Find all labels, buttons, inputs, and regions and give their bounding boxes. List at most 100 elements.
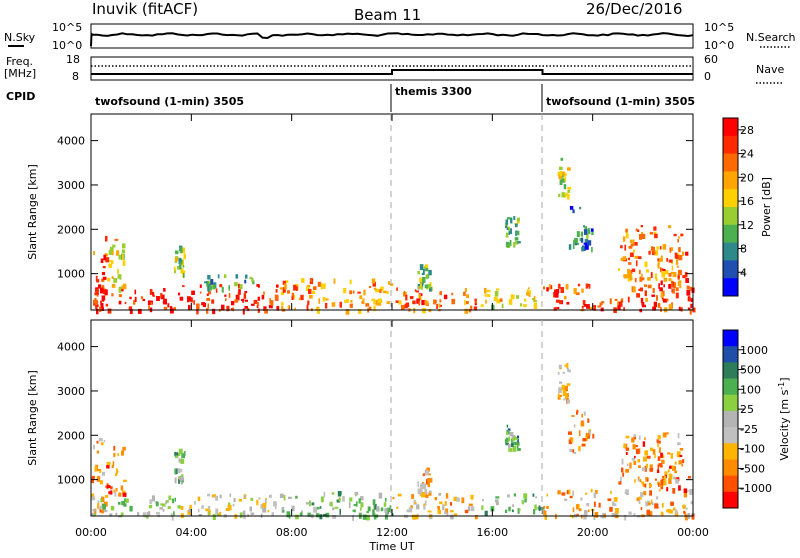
data-cell <box>274 294 279 301</box>
data-cell <box>339 301 342 308</box>
data-cell <box>174 497 176 502</box>
data-cell <box>122 283 127 290</box>
data-cell <box>313 506 317 513</box>
data-cell <box>212 514 216 520</box>
data-cell <box>654 503 658 509</box>
data-cell <box>149 499 152 504</box>
data-cell <box>582 300 586 305</box>
data-cell <box>279 493 284 499</box>
data-cell <box>559 171 563 177</box>
data-cell <box>516 442 519 449</box>
data-cell <box>629 462 632 469</box>
data-cell <box>544 514 548 520</box>
data-cell <box>228 285 230 291</box>
data-cell <box>264 309 268 314</box>
data-cell <box>581 413 583 418</box>
data-cell <box>660 484 664 490</box>
data-cell <box>338 497 341 502</box>
data-cell <box>371 298 374 302</box>
data-cell <box>118 286 122 293</box>
data-cell <box>190 297 193 303</box>
data-cell <box>668 304 673 310</box>
power-colorbar: 4 8 12 16 20 24 28 Power [dB] <box>722 117 773 297</box>
data-cell <box>414 289 417 292</box>
data-cell <box>396 287 398 291</box>
data-cell <box>226 305 230 312</box>
data-cell <box>657 435 661 440</box>
data-cell <box>517 241 521 244</box>
data-cell <box>100 505 105 509</box>
data-cell <box>215 495 219 501</box>
data-cell <box>284 287 286 293</box>
y-tick-label: 1000 <box>57 474 85 487</box>
data-cell <box>134 296 137 302</box>
data-cell <box>484 510 488 517</box>
colorbar-tick-label: 8 <box>740 243 747 256</box>
data-cell <box>113 445 116 451</box>
velocity-heatmap-panel: 1000 2000 3000 4000 00:00 04:00 08:00 12:00 16:… <box>26 319 709 553</box>
data-cell <box>424 284 428 288</box>
data-cell <box>156 512 160 515</box>
data-cell <box>678 485 681 491</box>
x-tick-label: 12:00 <box>376 526 408 539</box>
data-cell <box>117 274 122 279</box>
data-cell <box>658 260 660 264</box>
data-cell <box>250 512 255 515</box>
data-cell <box>679 448 684 451</box>
data-cell <box>649 231 654 235</box>
data-cell <box>670 453 673 459</box>
data-cell <box>120 485 124 491</box>
colorbar-tick-label: -500 <box>740 462 765 475</box>
data-cell <box>557 490 561 495</box>
data-cell <box>509 432 514 437</box>
data-cell <box>363 289 366 296</box>
data-cell <box>609 298 612 305</box>
data-cell <box>296 286 298 291</box>
data-cell <box>593 304 596 311</box>
data-cell <box>654 453 656 459</box>
data-cell <box>198 514 203 517</box>
data-cell <box>233 498 236 503</box>
data-cell <box>584 238 589 243</box>
data-cell <box>507 494 510 498</box>
data-cell <box>421 300 425 306</box>
data-cell <box>101 509 105 514</box>
data-cell <box>482 499 484 502</box>
data-cell <box>173 266 176 271</box>
data-cell <box>306 284 311 288</box>
data-cell <box>416 298 421 304</box>
data-cell <box>330 501 333 507</box>
data-cell <box>212 284 216 290</box>
data-cell <box>505 509 508 513</box>
data-cell <box>673 282 676 289</box>
data-cell <box>223 274 227 278</box>
data-cell <box>155 501 159 507</box>
data-cell <box>282 287 286 293</box>
data-cell <box>514 436 517 439</box>
data-cell <box>106 461 111 466</box>
data-cell <box>671 465 674 469</box>
data-cell <box>576 504 579 510</box>
data-cell <box>142 512 146 517</box>
data-cell <box>422 473 426 476</box>
data-cell <box>283 495 286 501</box>
data-cell <box>243 515 246 519</box>
data-cell <box>306 286 310 292</box>
data-cell <box>291 505 295 512</box>
colorbar-block <box>723 362 738 380</box>
power-y-axis-label: Slant Range [km] <box>26 164 39 260</box>
data-cell <box>474 298 477 301</box>
y-tick-label: 1000 <box>57 268 85 281</box>
data-cell <box>581 288 584 293</box>
data-cell <box>102 503 106 510</box>
data-cell <box>516 217 520 222</box>
data-cell <box>495 500 499 506</box>
data-cell <box>563 184 567 190</box>
data-cell <box>176 453 181 456</box>
data-cell <box>359 507 362 511</box>
data-cell <box>542 286 546 290</box>
data-cell <box>428 270 432 276</box>
data-cell <box>660 479 663 486</box>
data-cell <box>656 496 659 500</box>
data-cell <box>111 250 114 256</box>
